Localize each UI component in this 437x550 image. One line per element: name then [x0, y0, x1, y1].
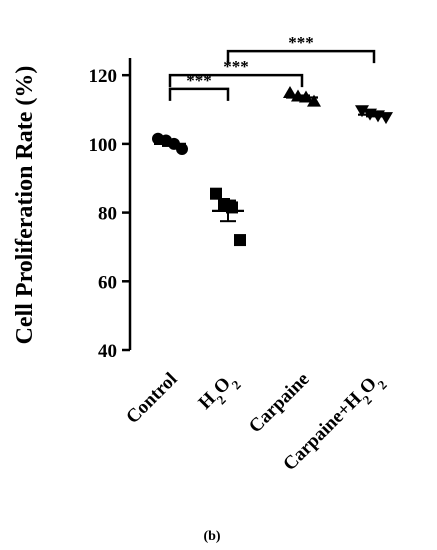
significance-label: ***	[223, 57, 249, 76]
data-point	[234, 234, 246, 247]
error-bars	[154, 94, 390, 223]
data-point	[307, 94, 321, 107]
x-tick-label: Carpaine	[245, 369, 314, 438]
data-point	[283, 86, 297, 99]
significance-brackets: *** *** ***	[168, 33, 376, 101]
y-ticks: 40 60 80 100 120	[89, 66, 130, 362]
y-tick-label: 40	[98, 341, 117, 362]
significance-bracket	[168, 73, 304, 88]
y-axis-title-group: Cell Proliferation Rate (%)	[12, 66, 38, 345]
significance-label: ***	[186, 71, 212, 90]
data-point	[355, 105, 369, 118]
data-points	[152, 86, 393, 247]
significance-label: ***	[288, 33, 314, 52]
y-tick-label: 80	[98, 204, 117, 225]
y-tick-label: 120	[89, 66, 118, 87]
y-tick-label: 60	[98, 272, 117, 293]
panel-label: (b)	[203, 529, 220, 544]
significance-bracket	[168, 87, 230, 101]
x-tick-label: H2O2	[195, 369, 244, 418]
y-tick-label: 100	[89, 135, 118, 156]
data-point	[176, 143, 188, 156]
data-point	[210, 187, 222, 200]
significance-bracket	[226, 49, 376, 64]
x-tick-label: Control	[122, 369, 181, 428]
y-axis-title: Cell Proliferation Rate (%)	[12, 66, 38, 345]
